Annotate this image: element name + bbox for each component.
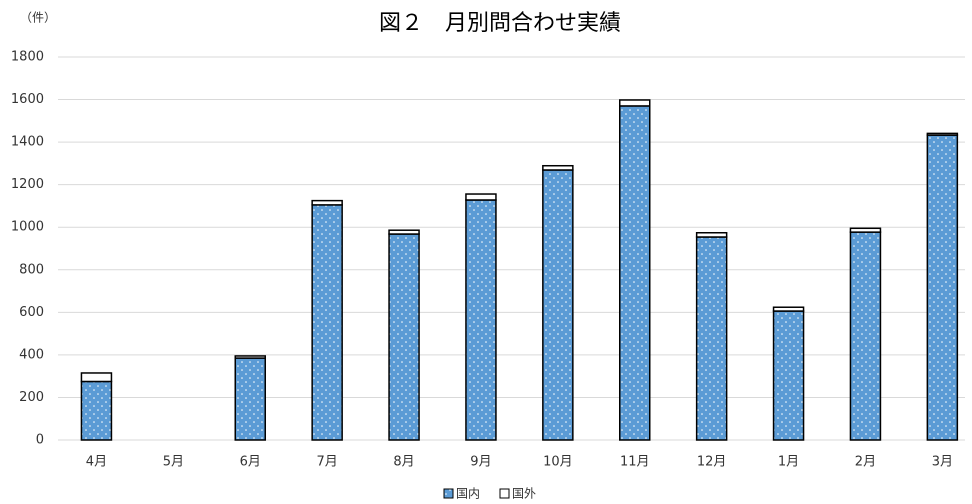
x-tick-label: 4月 xyxy=(86,455,107,470)
bar-segment xyxy=(388,233,420,441)
x-tick-label: 11月 xyxy=(620,455,650,470)
y-tick-label: 0 xyxy=(36,433,44,448)
bar-segment xyxy=(695,236,728,441)
legend-label: 国外 xyxy=(512,487,536,501)
x-tick-label: 6月 xyxy=(240,455,261,470)
bar-segment xyxy=(80,372,113,383)
x-tick-label: 10月 xyxy=(543,455,573,470)
chart-title: 図２ 月別問合わせ実績 xyxy=(379,11,621,36)
bar-segment xyxy=(849,231,882,441)
bar-segment xyxy=(542,169,574,441)
x-tick-label: 8月 xyxy=(393,455,414,470)
x-tick-label: 7月 xyxy=(317,455,338,470)
bar-segment xyxy=(234,357,266,441)
bar-segment xyxy=(619,105,651,441)
bar-segment xyxy=(465,193,497,201)
bar-segment xyxy=(465,199,497,441)
y-axis-label: （件） xyxy=(20,11,56,25)
bar-segment xyxy=(849,227,882,233)
bar-segment xyxy=(311,199,343,206)
bar-segment xyxy=(772,306,805,312)
bar-segment xyxy=(619,99,651,107)
legend-swatch xyxy=(499,488,510,499)
legend-label: 国内 xyxy=(456,487,480,501)
bar-segment xyxy=(80,380,113,441)
y-tick-label: 1400 xyxy=(11,135,44,150)
y-tick-label: 800 xyxy=(19,262,44,277)
bar-segment xyxy=(772,310,805,441)
x-tick-label: 9月 xyxy=(470,455,491,470)
y-tick-label: 600 xyxy=(19,305,44,320)
y-tick-label: 1200 xyxy=(11,177,44,192)
x-tick-label: 5月 xyxy=(163,455,184,470)
x-tick-label: 12月 xyxy=(697,455,727,470)
bar-segment xyxy=(926,132,959,136)
bar-segment xyxy=(388,229,420,235)
legend-swatch xyxy=(443,488,454,499)
x-tick-label: 2月 xyxy=(855,455,876,470)
y-tick-label: 200 xyxy=(19,390,44,405)
y-tick-label: 1000 xyxy=(11,220,44,235)
y-tick-label: 1800 xyxy=(11,50,44,65)
y-tick-label: 1600 xyxy=(11,92,44,107)
y-tick-label: 400 xyxy=(19,347,44,362)
x-tick-label: 1月 xyxy=(778,455,799,470)
bar-segment xyxy=(695,232,728,238)
bar-segment xyxy=(234,355,266,359)
bar-segment xyxy=(926,134,959,441)
bar-segment xyxy=(542,164,574,171)
x-tick-label: 3月 xyxy=(932,455,953,470)
bar-segment xyxy=(311,204,343,441)
